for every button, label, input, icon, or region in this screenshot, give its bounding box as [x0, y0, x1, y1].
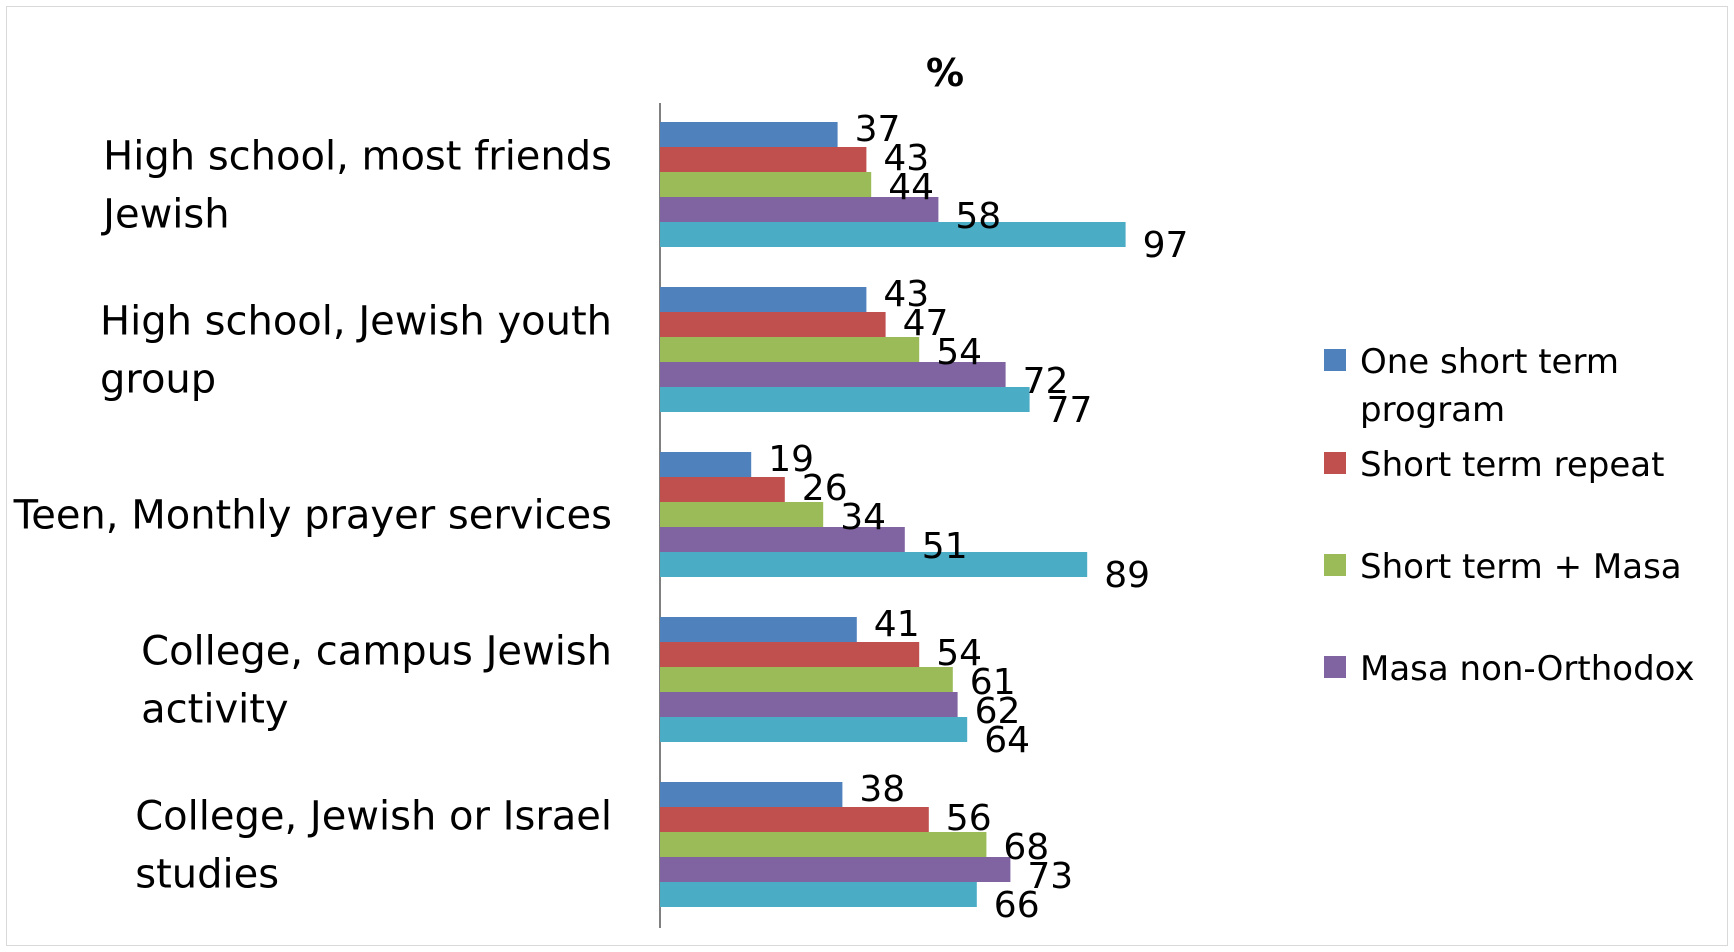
data-label: 54: [936, 633, 982, 674]
data-label: 43: [883, 274, 929, 315]
data-label: 44: [888, 167, 934, 208]
category-label: High school, Jewish youth group: [100, 299, 612, 403]
bar: [660, 717, 968, 742]
data-label: 51: [922, 526, 968, 567]
bar: [660, 312, 886, 337]
data-label: 37: [855, 109, 901, 150]
bar: [660, 642, 920, 667]
chart-frame: [6, 6, 1728, 946]
bar: [660, 147, 867, 172]
data-label: 66: [994, 885, 1040, 926]
data-label: 34: [840, 497, 886, 538]
data-label: 77: [1047, 390, 1093, 431]
data-label: 41: [874, 604, 920, 645]
data-label: 19: [768, 439, 814, 480]
legend-entry: Short term repeat: [1360, 445, 1664, 485]
bar: [660, 477, 785, 502]
data-label: 97: [1143, 225, 1189, 266]
data-label: 56: [946, 798, 992, 839]
bar: [660, 337, 920, 362]
data-label: 73: [1027, 856, 1073, 897]
bar: [660, 857, 1011, 882]
bar: [660, 122, 838, 147]
legend-swatch: [1324, 349, 1346, 371]
bar: [660, 832, 987, 857]
data-label: 64: [984, 720, 1030, 761]
legend-entry: One short term program: [1360, 342, 1619, 430]
bar: [660, 287, 867, 312]
category-label: High school, most friends Jewish: [100, 134, 612, 238]
bar: [660, 667, 953, 692]
bar: [660, 172, 872, 197]
data-label: 54: [936, 332, 982, 373]
data-label: 72: [1023, 361, 1069, 402]
bar: [660, 362, 1006, 387]
bar: [660, 222, 1126, 247]
bar: [660, 452, 752, 477]
chart-title: %: [926, 51, 964, 95]
data-label: 43: [883, 138, 929, 179]
legend: One short term program Short term repeat Sh…: [1324, 342, 1695, 689]
data-label: 89: [1104, 555, 1150, 596]
data-label: 38: [859, 769, 905, 810]
bar: [660, 882, 977, 907]
category-label: College, campus Jewish activity: [141, 629, 612, 733]
bar: [660, 197, 939, 222]
category-labels-group: High school, most friends Jewish High scho…: [13, 134, 612, 898]
category-label: College, Jewish or Israel studies: [135, 794, 612, 898]
bar: [660, 527, 905, 552]
bar: [660, 807, 929, 832]
bar: [660, 617, 857, 642]
legend-swatch: [1324, 554, 1346, 576]
bars-group: [660, 122, 1126, 907]
data-label: 61: [970, 662, 1016, 703]
value-labels-group: 3743445897434754727719263451894154616264…: [768, 109, 1188, 926]
bar: [660, 692, 958, 717]
data-label: 26: [802, 468, 848, 509]
bar: [660, 502, 824, 527]
data-label: 68: [1003, 827, 1049, 868]
legend-swatch: [1324, 452, 1346, 474]
category-label: Teen, Monthly prayer services: [13, 493, 612, 539]
legend-entry: Masa non-Orthodox: [1360, 649, 1695, 689]
legend-entry: Short term + Masa: [1360, 547, 1682, 587]
data-label: 58: [955, 196, 1001, 237]
bar: [660, 552, 1088, 577]
data-label: 62: [975, 691, 1021, 732]
data-label: 47: [903, 303, 949, 344]
legend-swatch: [1324, 656, 1346, 678]
bar: [660, 782, 843, 807]
bar: [660, 387, 1030, 412]
